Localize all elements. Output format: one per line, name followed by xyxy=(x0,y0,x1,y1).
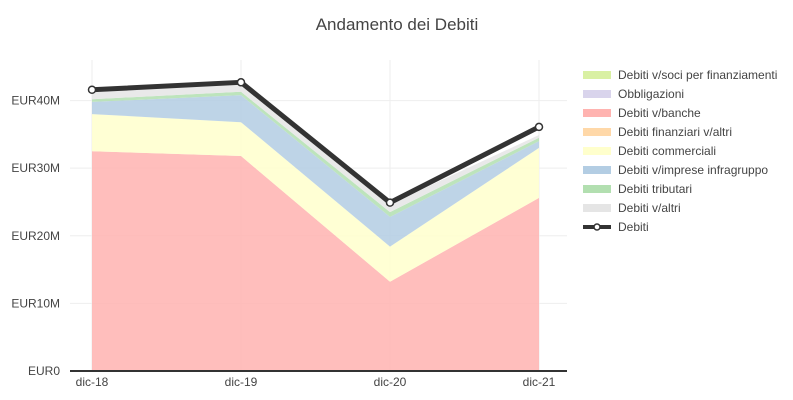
area-debiti-tributari xyxy=(92,91,539,217)
legend-label: Debiti xyxy=(618,220,649,234)
x-tick-label: dic-21 xyxy=(523,375,556,389)
legend-swatch xyxy=(583,90,611,98)
legend-label: Debiti v/altri xyxy=(618,201,681,215)
legend-label: Debiti finanziari v/altri xyxy=(618,125,732,139)
legend-item-debiti-commerciali[interactable]: Debiti commerciali xyxy=(583,144,716,158)
legend-label: Debiti commerciali xyxy=(618,144,716,158)
legend[interactable]: Debiti v/soci per finanziamenti Obbligazi… xyxy=(583,68,777,234)
legend-swatch xyxy=(583,166,611,174)
total-debt-line xyxy=(91,79,541,206)
legend-label: Obbligazioni xyxy=(618,87,684,101)
total-debt-point xyxy=(87,85,97,94)
area-debiti-commerciali xyxy=(92,114,539,282)
total-line-layer xyxy=(87,78,544,207)
total-debt-point xyxy=(534,122,544,132)
legend-label: Debiti v/soci per finanziamenti xyxy=(618,68,777,82)
y-tick-label: EUR30M xyxy=(11,161,60,175)
legend-swatch xyxy=(583,71,611,79)
legend-label: Debiti tributari xyxy=(618,182,692,196)
legend-item-debiti-tributari[interactable]: Debiti tributari xyxy=(583,182,692,196)
chart-title: Andamento dei Debiti xyxy=(316,15,479,34)
legend-item-debiti-v-altri[interactable]: Debiti v/altri xyxy=(583,201,681,215)
legend-swatch xyxy=(583,147,611,155)
legend-item-debiti[interactable]: Debiti xyxy=(583,220,649,234)
legend-swatch xyxy=(583,128,611,136)
area-debiti-v-imprese-infragruppo xyxy=(92,95,539,247)
total-debt-point xyxy=(236,78,246,87)
legend-item-debiti-v-banche[interactable]: Debiti v/banche xyxy=(583,106,701,120)
legend-swatch xyxy=(583,185,611,193)
legend-swatch xyxy=(583,204,611,212)
legend-label: Debiti v/banche xyxy=(618,106,701,120)
area-debiti-v-banche xyxy=(92,151,539,371)
area-debiti-v-altri xyxy=(92,82,539,213)
y-tick-label: EUR0 xyxy=(28,364,60,378)
legend-label: Debiti v/imprese infragruppo xyxy=(618,163,768,177)
y-tick-label: EUR10M xyxy=(11,296,60,310)
axes: EUR0 EUR10M EUR20M EUR30M EUR40M dic-18 dic-19… xyxy=(11,94,567,389)
y-tick-label: EUR40M xyxy=(11,94,60,108)
legend-swatch xyxy=(583,109,611,117)
total-debt-point xyxy=(385,198,395,207)
legend-item-obbligazioni[interactable]: Obbligazioni xyxy=(583,87,684,101)
x-tick-label: dic-20 xyxy=(374,375,407,389)
legend-marker xyxy=(593,223,601,231)
legend-item-debiti-v-soci-per-finanziamenti[interactable]: Debiti v/soci per finanziamenti xyxy=(583,68,777,82)
x-tick-label: dic-18 xyxy=(76,375,109,389)
stacked-areas xyxy=(92,82,539,371)
y-tick-label: EUR20M xyxy=(11,229,60,243)
legend-item-debiti-finanziari-v-altri[interactable]: Debiti finanziari v/altri xyxy=(583,125,732,139)
x-tick-label: dic-19 xyxy=(225,375,258,389)
legend-item-debiti-v-imprese-infragruppo[interactable]: Debiti v/imprese infragruppo xyxy=(583,163,768,177)
